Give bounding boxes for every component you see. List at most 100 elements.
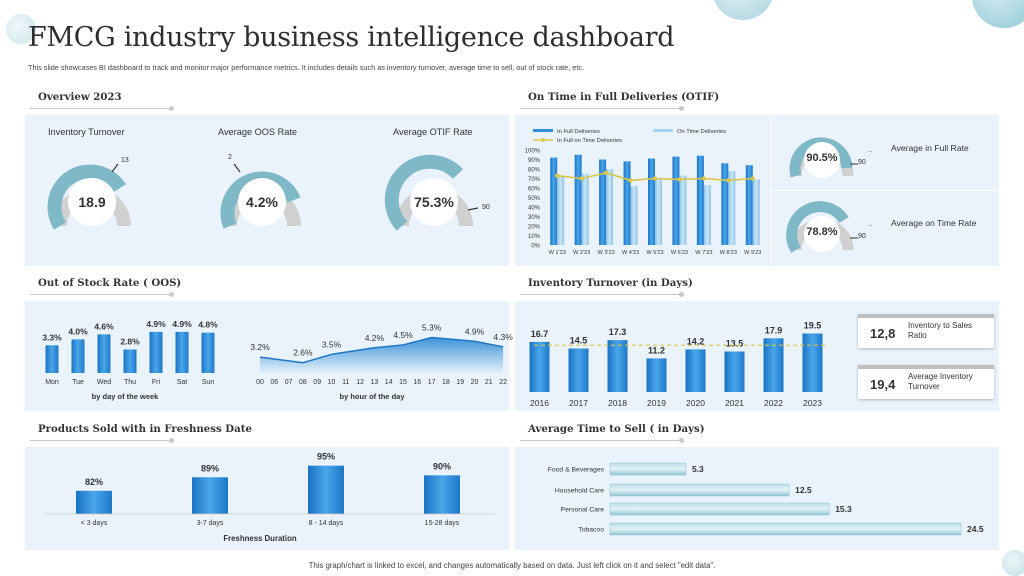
x-tick-label: 06 [270,379,278,386]
data-label: 5.3% [422,323,442,333]
x-tick-label: W 7'23 [695,250,712,256]
bar-in-full [648,158,655,245]
data-label: 14.5 [570,336,588,346]
data-label: 19.5 [804,321,822,331]
bar-in-full [599,159,607,245]
bar-on-time [752,179,760,245]
data-label: 13.5 [726,339,744,349]
gauge-target-in-full: 90 [858,159,866,166]
bar-oos-day [123,349,137,373]
gauge-value-oos: 4.2% [246,194,278,210]
data-label: 11.2 [648,345,665,355]
gauge-label-oos: Average OOS Rate [218,127,297,137]
x-tick-label: 13 [371,379,379,386]
oos-hour-chart: 3.2% 2.6% 3.5% 4.2% 4.5% 5.3% 4.9% 4.3% 00 06 07 08… [250,323,513,401]
card-inventory-sales-ratio: 12,8 Inventory to Sales Ratio [858,314,994,348]
y-tick-label: 60% [528,187,541,193]
section-title-time-to-sell: Average Time to Sell ( in Days) [528,423,705,435]
x-tick-label: W 3'23 [597,250,614,256]
x-tick-label: 22 [499,379,507,386]
x-tick-label: 00 [256,379,264,386]
data-label: 17.9 [765,325,783,335]
data-label: 4.8% [198,320,218,330]
x-tick-label: Wed [97,379,111,386]
x-tick-label: 09 [313,379,321,386]
card-label: Average Inventory Turnover [908,372,973,391]
legend-swatch-in-full [533,129,553,132]
x-tick-label: Thu [124,379,136,386]
x-tick-label: Sun [202,379,215,386]
decorative-circle [972,0,1024,28]
time-to-sell-chart: Food & Beverages 5.3 Household Care 12.5 Per… [548,462,984,536]
point-in-full-on-time [628,178,633,183]
x-tick-label: W 4'23 [622,250,639,256]
bar-on-time [606,169,614,245]
data-label: 17.3 [609,327,627,337]
x-tick-label: W 2'23 [573,250,590,256]
y-tick-label: 80% [528,168,541,174]
y-tick-label: 40% [528,206,541,212]
data-label: 4.9% [146,319,166,329]
bar-freshness [308,465,344,514]
x-tick-label: Fri [152,379,161,386]
card-avg-inventory-turnover: 19,4 Average Inventory Turnover [858,365,994,399]
x-tick-label: 11 [342,379,349,386]
label-on-time-rate: Average on Time Rate [891,218,977,228]
card-value: 19,4 [870,377,896,392]
x-tick-label: Mon [45,379,59,386]
line-oos-hour [259,336,504,364]
gauge-in-full [789,137,858,178]
bar-time-to-sell [609,502,830,516]
bar-on-time [728,170,736,245]
section-divider [30,292,174,297]
gauge-value-otif: 75.3% [414,194,454,210]
data-label: 4.9% [172,319,192,329]
gauge-otif [384,154,479,231]
x-tick-label: W 8'23 [720,250,737,256]
y-tick-label: Food & Beverages [548,467,605,474]
gauge-target-inventory: 13 [121,157,129,164]
data-label: 4.9% [465,326,485,336]
data-label: 24.5 [967,524,984,534]
gauge-value-on-time: 78.8% [806,226,838,238]
bar-oos-day [45,345,59,373]
data-label: 12.5 [795,485,812,495]
x-tick-label: 17 [428,379,436,386]
section-divider [520,292,684,297]
y-tick-label: 50% [528,196,541,202]
legend-in-full-on-time: In Full on Time Deliveries [557,138,622,144]
x-tick-label: 2023 [803,398,822,408]
x-tick-label: 3-7 days [197,520,224,527]
point-in-full-on-time [652,176,658,181]
section-title-freshness: Products Sold with in Freshness Date [38,423,252,435]
data-label: 4.0% [68,326,88,336]
otif-chart: 100% 90% 80% 70% 60% 50% 40% 30% 20% 10% 0% W 1'23 W… [525,129,761,256]
data-label: 15.3 [835,504,852,514]
bar-inventory-days [685,349,706,392]
label-in-full-rate: Average in Full Rate [891,143,969,153]
data-label: 90% [433,461,451,471]
oos-week-chart: 3.3% Mon 4.0% Tue 4.6% Wed 2.8% Thu 4.9% Fri 4.9% S… [42,319,218,401]
data-label: 4.2% [365,333,385,343]
data-label: 95% [317,452,335,462]
section-title-inventory-days: Inventory Turnover (in Days) [528,277,693,289]
y-tick-label: 30% [528,215,541,221]
point-in-full-on-time [701,176,707,181]
x-tick-label: 20 [471,379,479,386]
x-tick-label: 15-28 days [425,520,460,527]
gauge-on-time [786,201,858,253]
bar-time-to-sell [609,462,687,476]
bar-in-full [574,154,582,245]
gauge-target-otif: 90 [482,204,490,211]
legend-swatch-on-time [653,129,673,132]
section-divider [520,438,684,443]
data-label: 82% [85,477,103,487]
section-divider [520,106,684,111]
point-in-full-on-time [579,176,584,181]
bar-oos-day [175,331,189,373]
decorative-circle [6,14,36,44]
area-oos-hour [260,337,504,373]
x-axis-label: Freshness Duration [223,534,296,543]
section-divider [30,106,174,111]
y-tick-label: 20% [528,225,541,231]
